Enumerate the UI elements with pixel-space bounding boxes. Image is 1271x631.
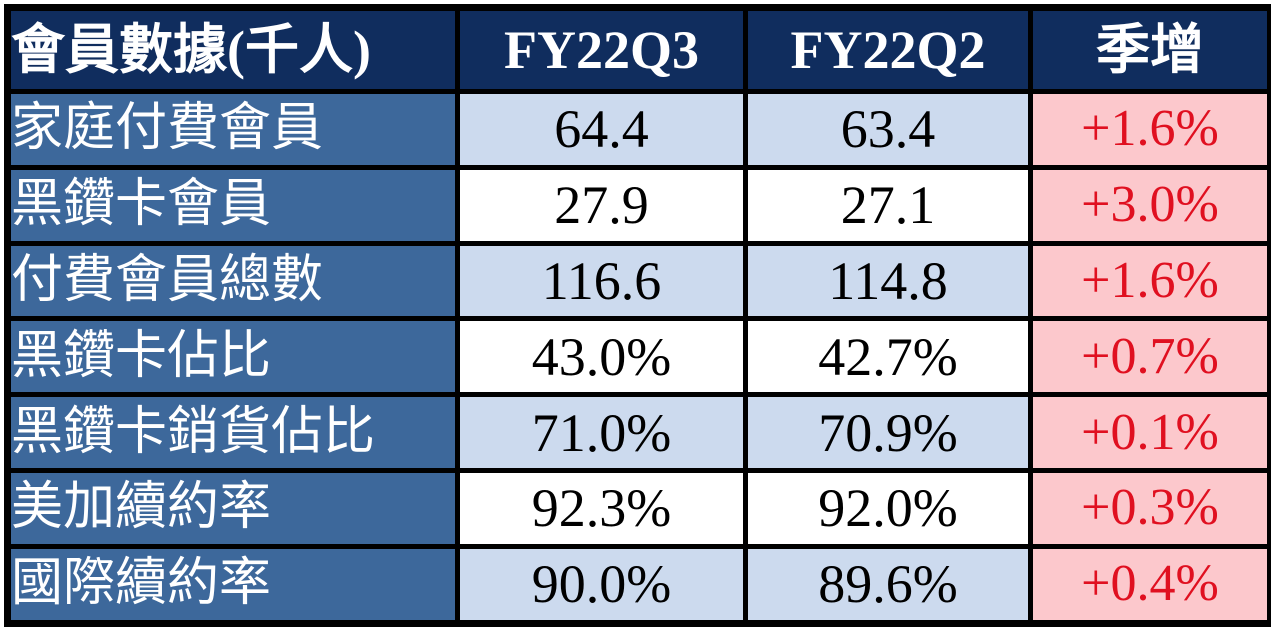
value-fy22q3: 43.0% xyxy=(455,316,748,398)
value-fy22q3: 116.6 xyxy=(455,240,748,322)
table-header-row: 會員數據(千人) FY22Q3 FY22Q2 季增 xyxy=(5,5,1271,94)
row-label: 黑鑽卡佔比 xyxy=(5,316,460,398)
value-qoq: +1.6% xyxy=(1028,89,1271,170)
table-row: 付費會員總數 116.6 114.8 +1.6% xyxy=(5,240,1271,322)
header-fy22q2: FY22Q2 xyxy=(743,5,1033,94)
value-fy22q3: 27.9 xyxy=(455,164,748,246)
membership-data-table: 會員數據(千人) FY22Q3 FY22Q2 季增 家庭付費會員 64.4 63… xyxy=(4,4,1271,627)
value-qoq: +0.4% xyxy=(1028,543,1271,627)
row-label: 黑鑽卡銷貨佔比 xyxy=(5,392,460,474)
value-fy22q2: 114.8 xyxy=(743,240,1033,322)
table-row: 黑鑽卡佔比 43.0% 42.7% +0.7% xyxy=(5,316,1271,398)
table-row: 黑鑽卡銷貨佔比 71.0% 70.9% +0.1% xyxy=(5,392,1271,474)
row-label: 付費會員總數 xyxy=(5,240,460,322)
value-fy22q2: 27.1 xyxy=(743,164,1033,246)
value-qoq: +0.7% xyxy=(1028,316,1271,398)
value-qoq: +1.6% xyxy=(1028,240,1271,322)
table-row: 黑鑽卡會員 27.9 27.1 +3.0% xyxy=(5,164,1271,246)
row-label: 美加續約率 xyxy=(5,468,460,549)
value-qoq: +3.0% xyxy=(1028,164,1271,246)
value-fy22q3: 64.4 xyxy=(455,89,748,170)
table-row: 國際續約率 90.0% 89.6% +0.4% xyxy=(5,543,1271,627)
value-fy22q2: 89.6% xyxy=(743,543,1033,627)
header-fy22q3: FY22Q3 xyxy=(455,5,748,94)
value-fy22q3: 92.3% xyxy=(455,468,748,549)
value-fy22q2: 70.9% xyxy=(743,392,1033,474)
row-label: 黑鑽卡會員 xyxy=(5,164,460,246)
value-fy22q3: 71.0% xyxy=(455,392,748,474)
table-row: 美加續約率 92.3% 92.0% +0.3% xyxy=(5,468,1271,549)
value-fy22q2: 92.0% xyxy=(743,468,1033,549)
value-fy22q2: 63.4 xyxy=(743,89,1033,170)
table-row: 家庭付費會員 64.4 63.4 +1.6% xyxy=(5,89,1271,170)
value-qoq: +0.1% xyxy=(1028,392,1271,474)
value-fy22q3: 90.0% xyxy=(455,543,748,627)
header-qoq: 季增 xyxy=(1028,5,1271,94)
value-qoq: +0.3% xyxy=(1028,468,1271,549)
row-label: 國際續約率 xyxy=(5,543,460,627)
value-fy22q2: 42.7% xyxy=(743,316,1033,398)
row-label: 家庭付費會員 xyxy=(5,89,460,170)
header-metric: 會員數據(千人) xyxy=(5,5,460,94)
